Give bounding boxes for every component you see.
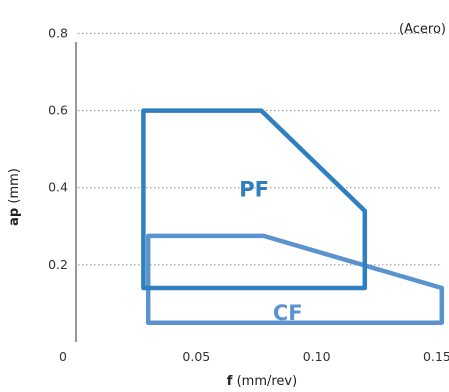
y-axis-title: ap (mm) bbox=[7, 168, 22, 226]
x-tick-label-1: 0.05 bbox=[182, 349, 210, 364]
region-label-pf: PF bbox=[239, 178, 269, 202]
y-tick-label-3: 0.8 bbox=[48, 25, 68, 40]
x-tick-label-0: 0 bbox=[59, 349, 67, 364]
y-tick-label-2: 0.6 bbox=[48, 103, 68, 118]
y-tick-label-1: 0.4 bbox=[48, 180, 68, 195]
x-axis-title: f (mm/rev) bbox=[227, 374, 297, 389]
region-pf-outline bbox=[141, 108, 368, 291]
region-cf-outline bbox=[145, 233, 445, 325]
x-tick-label-3: 0.15 bbox=[423, 349, 449, 364]
material-note: (Acero) bbox=[399, 22, 446, 37]
x-tick-label-2: 0.10 bbox=[303, 349, 331, 364]
y-tick-label-0: 0.2 bbox=[48, 257, 68, 272]
region-label-cf: CF bbox=[273, 301, 303, 325]
